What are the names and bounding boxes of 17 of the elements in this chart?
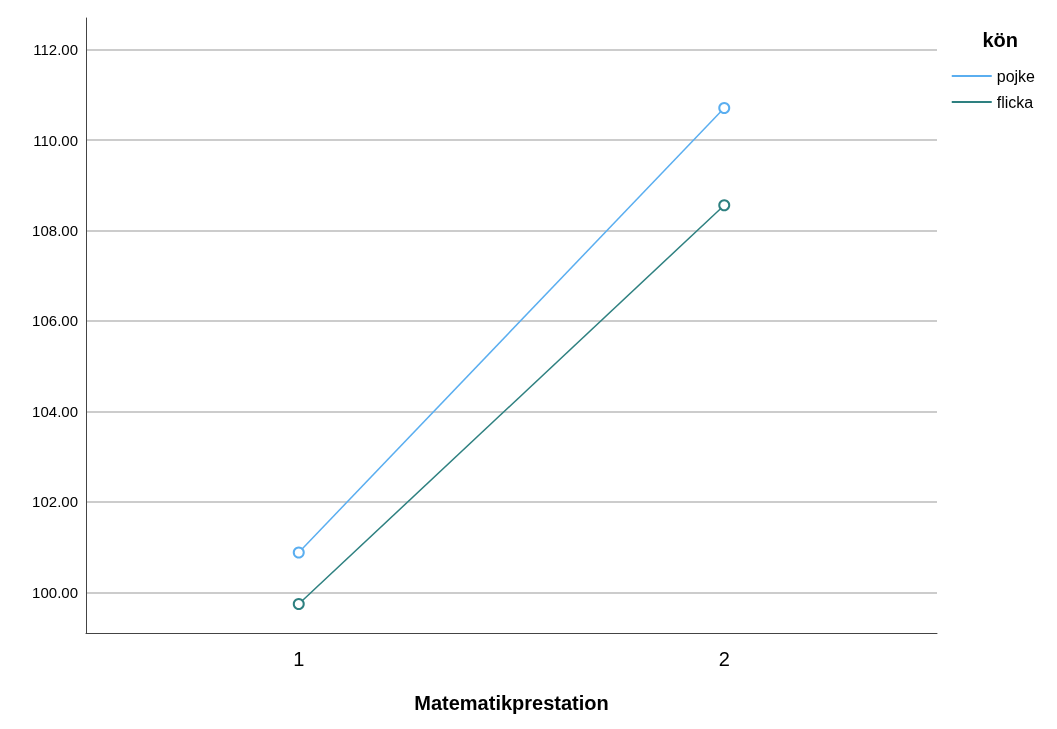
- x-tick-label: 2: [718, 648, 730, 670]
- y-tick-label: 110.00: [33, 131, 78, 149]
- point: [292, 546, 305, 559]
- y-tick-label: 112.00: [33, 41, 78, 59]
- legend-label: flicka: [996, 93, 1034, 111]
- x-tick-label: 1: [293, 648, 305, 670]
- legend-label: pojke: [996, 67, 1036, 85]
- point: [718, 199, 731, 212]
- y-tick-label: 108.00: [32, 222, 78, 240]
- y-tick-label: 102.00: [32, 493, 78, 511]
- y-tick-label: 106.00: [32, 312, 78, 330]
- point: [292, 598, 305, 611]
- legend-title: kön: [982, 29, 1019, 51]
- y-tick-label: 100.00: [32, 583, 78, 601]
- x-axis-title: Matematikprestation: [414, 692, 609, 714]
- point: [718, 101, 731, 114]
- y-tick-label: 104.00: [32, 402, 78, 420]
